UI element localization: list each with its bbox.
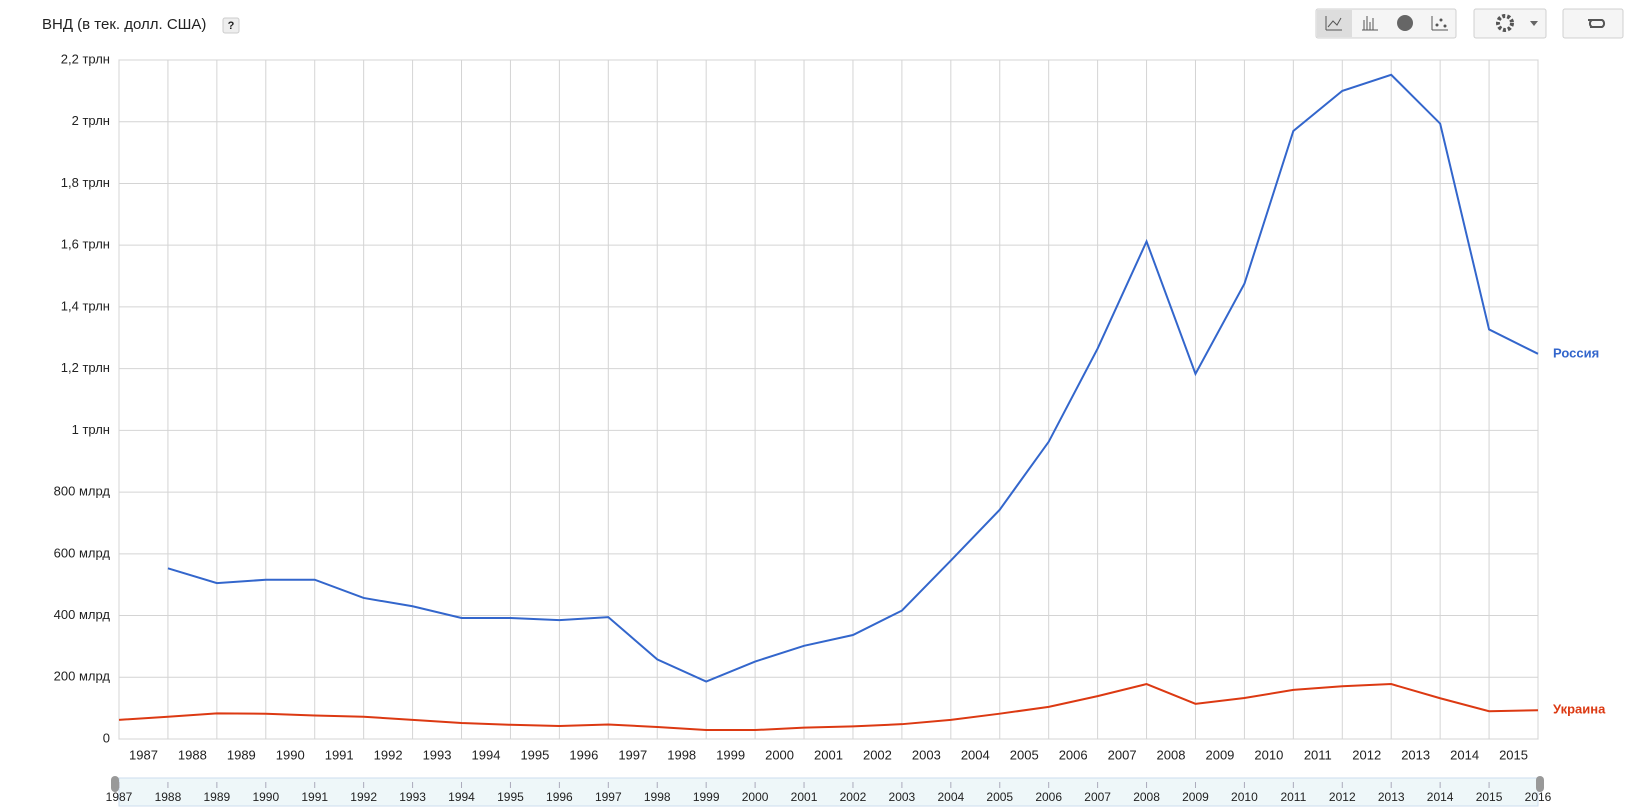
bar-icon[interactable]: [1362, 16, 1378, 31]
slider-year-label: 1991: [301, 790, 328, 804]
legend-label[interactable]: Россия: [1553, 345, 1599, 360]
y-tick-label: 2,2 трлн: [61, 51, 110, 66]
x-tick-label: 2013: [1401, 747, 1430, 762]
slider-year-label: 1993: [399, 790, 426, 804]
y-tick-label: 0: [103, 730, 110, 745]
y-tick-label: 600 млрд: [54, 545, 111, 560]
y-tick-label: 1,6 трлн: [61, 237, 110, 252]
slider-year-label: 2002: [840, 790, 867, 804]
x-tick-label: 2001: [814, 747, 843, 762]
x-tick-label: 2004: [961, 747, 990, 762]
y-tick-label: 1,2 трлн: [61, 360, 110, 375]
slider-year-label: 2013: [1378, 790, 1405, 804]
scatter-axes[interactable]: [1431, 16, 1448, 31]
x-tick-label: 2012: [1352, 747, 1381, 762]
range-slider[interactable]: [118, 777, 1539, 807]
series-line: [167, 73, 1539, 683]
x-tick-label: 2006: [1059, 747, 1088, 762]
x-tick-label: 2010: [1254, 747, 1283, 762]
x-tick-label: 2000: [765, 747, 794, 762]
slider-year-label: 2003: [889, 790, 916, 804]
x-tick-label: 2005: [1010, 747, 1039, 762]
x-tick-label: 1995: [520, 747, 549, 762]
y-tick-label: 1 трлн: [72, 422, 110, 437]
x-tick-label: 1987: [129, 747, 158, 762]
slider-year-label: 1995: [497, 790, 524, 804]
x-tick-label: 1997: [618, 747, 647, 762]
link-icon[interactable]: [1588, 19, 1606, 28]
x-tick-label: 2014: [1450, 747, 1479, 762]
slider-year-label: 1992: [350, 790, 377, 804]
y-tick-label: 200 млрд: [54, 669, 111, 684]
plot-frame: [118, 59, 1539, 740]
line-icon[interactable]: [1325, 16, 1342, 31]
slider-year-label: 2015: [1476, 790, 1503, 804]
slider-year-label: 1998: [644, 790, 671, 804]
x-tick-label: 1992: [374, 747, 403, 762]
x-tick-label: 2007: [1108, 747, 1137, 762]
slider-year-label: 2008: [1133, 790, 1160, 804]
x-tick-label: 1988: [178, 747, 207, 762]
x-tick-label: 2011: [1304, 747, 1332, 762]
slider-year-label: 1997: [595, 790, 622, 804]
y-tick-label: 1,8 трлн: [61, 175, 110, 190]
x-tick-label: 2008: [1157, 747, 1186, 762]
slider-year-label: 2001: [791, 790, 818, 804]
x-tick-label: 1993: [423, 747, 452, 762]
slider-year-label: 1988: [155, 790, 182, 804]
x-tick-label: 1991: [325, 747, 354, 762]
chart-title: ВНД (в тек. долл. США): [42, 16, 206, 33]
link-button[interactable]: [1562, 8, 1624, 39]
slider-year-label: 1999: [693, 790, 720, 804]
help-icon[interactable]: ?: [228, 20, 235, 32]
slider-year-label: 2010: [1231, 790, 1258, 804]
slider-year-label: 2007: [1084, 790, 1111, 804]
slider-year-label: 2011: [1280, 790, 1306, 804]
x-tick-label: 2002: [863, 747, 892, 762]
x-tick-label: 2015: [1499, 747, 1528, 762]
slider-year-label: 2000: [742, 790, 769, 804]
slider-year-label: 2005: [986, 790, 1013, 804]
scatter-icon[interactable]: [1435, 23, 1439, 27]
x-tick-label: 1999: [716, 747, 745, 762]
y-tick-label: 800 млрд: [54, 484, 111, 499]
scatter-icon[interactable]: [1443, 24, 1447, 28]
slider-year-label: 1989: [204, 790, 231, 804]
slider-year-label: 2009: [1182, 790, 1209, 804]
slider-year-label: 1994: [448, 790, 475, 804]
dropdown-arrow[interactable]: [1530, 21, 1538, 26]
slider-year-label: 2004: [937, 790, 964, 804]
map-icon[interactable]: [1397, 15, 1413, 31]
x-tick-label: 2003: [912, 747, 941, 762]
slider-year-label: 2012: [1329, 790, 1356, 804]
slider-year-label: 1987: [106, 790, 133, 804]
x-tick-label: 1994: [472, 747, 501, 762]
settings-icon[interactable]: [1496, 14, 1514, 32]
slider-year-label: 2016: [1525, 790, 1552, 804]
legend-label[interactable]: Украина: [1553, 702, 1606, 717]
x-tick-label: 1989: [227, 747, 256, 762]
x-tick-label: 1996: [569, 747, 598, 762]
series-line: [118, 683, 1539, 732]
x-tick-label: 1990: [276, 747, 305, 762]
x-tick-label: 2009: [1205, 747, 1234, 762]
help-button[interactable]: [222, 17, 240, 34]
y-tick-label: 2 трлн: [72, 113, 110, 128]
line-chart-button[interactable]: [1317, 10, 1352, 37]
slider-handle[interactable]: [111, 776, 119, 792]
x-tick-label: 1998: [667, 747, 696, 762]
scatter-icon[interactable]: [1439, 18, 1443, 22]
slider-handle[interactable]: [1536, 776, 1544, 792]
y-tick-label: 400 млрд: [54, 607, 111, 622]
slider-year-label: 1990: [252, 790, 279, 804]
y-tick-label: 1,4 трлн: [61, 298, 110, 313]
slider-year-label: 2014: [1427, 790, 1454, 804]
slider-year-label: 2006: [1035, 790, 1062, 804]
slider-year-label: 1996: [546, 790, 573, 804]
chart-type-toolbar: [1315, 8, 1457, 39]
